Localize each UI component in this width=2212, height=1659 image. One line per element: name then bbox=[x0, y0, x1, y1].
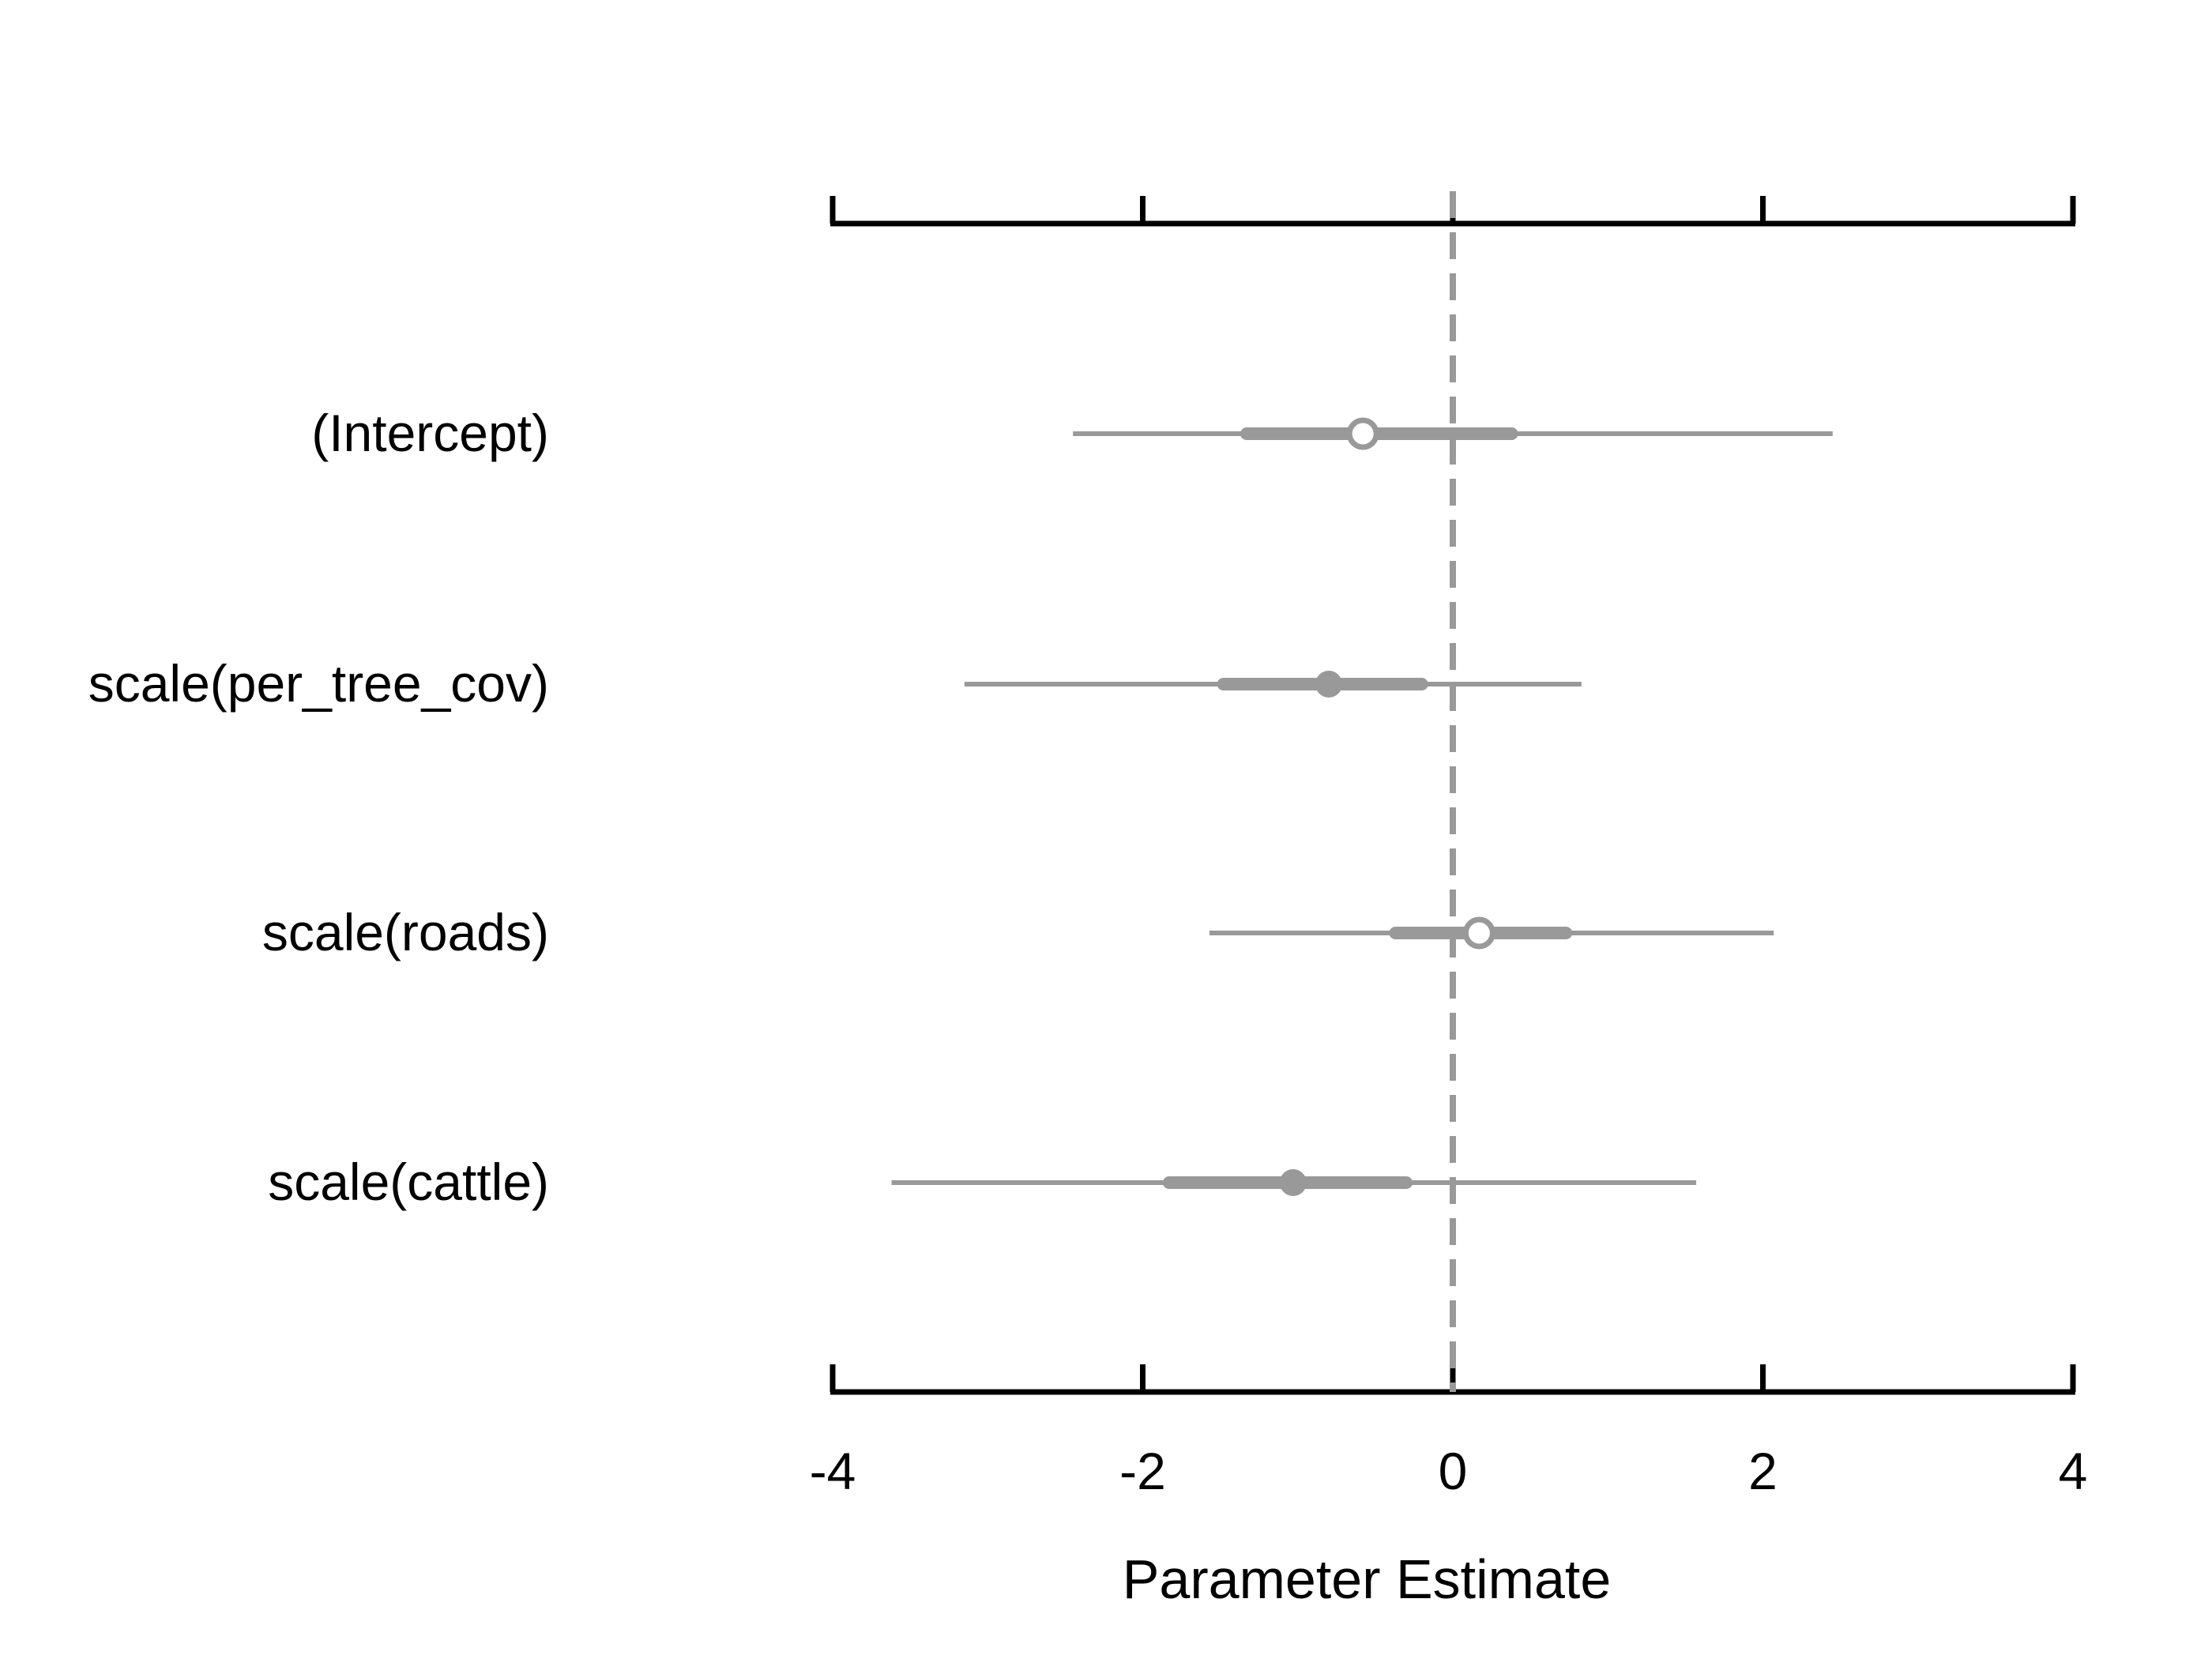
point-estimate bbox=[1462, 916, 1495, 950]
parameter-row: (Intercept) bbox=[311, 404, 1833, 462]
parameter-label: scale(cattle) bbox=[268, 1153, 549, 1211]
x-tick-label: 2 bbox=[1748, 1442, 1778, 1500]
point-estimate bbox=[1315, 671, 1342, 698]
x-tick-label: -4 bbox=[810, 1442, 856, 1500]
parameter-row: scale(per_tree_cov) bbox=[88, 654, 1582, 713]
point-estimate bbox=[1346, 417, 1379, 450]
parameter-row: scale(cattle) bbox=[268, 1153, 1697, 1211]
x-tick-label: 0 bbox=[1439, 1442, 1468, 1500]
parameter-rows: (Intercept) scale(per_tree_cov) scale(road… bbox=[88, 404, 1833, 1211]
parameter-label: scale(per_tree_cov) bbox=[88, 654, 549, 713]
parameter-label: (Intercept) bbox=[311, 404, 549, 462]
bottom-axis: -4 -2 0 2 4 bbox=[810, 1364, 2088, 1500]
x-axis-title: Parameter Estimate bbox=[1123, 1548, 1612, 1610]
x-tick-label: 4 bbox=[2059, 1442, 2088, 1500]
parameter-row: scale(roads) bbox=[262, 903, 1774, 961]
parameter-label: scale(roads) bbox=[262, 903, 549, 961]
x-tick-label: -2 bbox=[1119, 1442, 1166, 1500]
point-estimate bbox=[1279, 1169, 1307, 1196]
